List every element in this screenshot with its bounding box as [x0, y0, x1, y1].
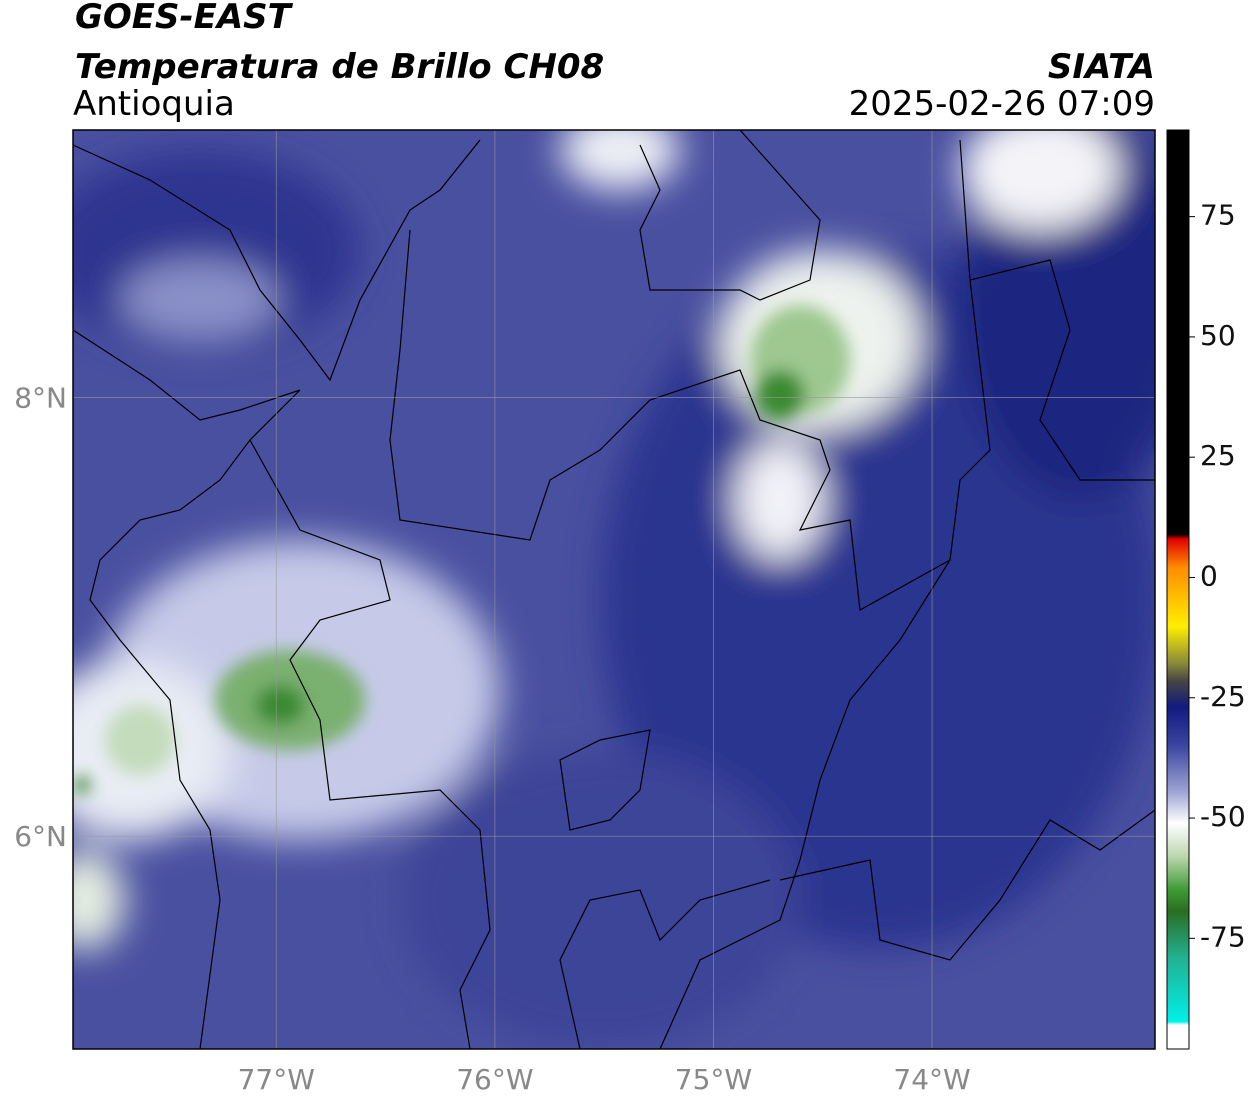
x-tick-label: 74°W [893, 1063, 970, 1096]
subtitle: Temperatura de Brillo CH08 [75, 47, 604, 87]
coastline [73, 329, 301, 1049]
municipality-border [559, 729, 651, 831]
y-tick-label: 6°N [14, 820, 67, 853]
map-image [73, 130, 1155, 1049]
department-border [779, 809, 1155, 961]
colorbar-tick-label: 25 [1200, 439, 1236, 472]
colorbar-tick-label: 75 [1200, 199, 1236, 232]
cold-cloud-tops [74, 305, 850, 793]
y-tick-label: 8°N [14, 382, 67, 415]
grid [73, 130, 1155, 1049]
x-tick-label: 75°W [675, 1063, 752, 1096]
colorbar-tick-label: -50 [1200, 800, 1246, 833]
colorbar-tick-label: 50 [1200, 319, 1236, 352]
department-border [559, 879, 771, 1049]
region: Antioquia [73, 84, 235, 124]
coastline [73, 139, 481, 382]
colorbar [1166, 129, 1190, 1050]
title: GOES-EAST [75, 0, 294, 37]
colorbar-tick-label: -25 [1200, 680, 1246, 713]
datetime: 2025-02-26 07:09 [849, 84, 1155, 124]
map-frame [72, 129, 1156, 1050]
x-tick-label: 76°W [456, 1063, 533, 1096]
department-border [639, 130, 821, 301]
department-border [389, 139, 991, 611]
source: SIATA [1048, 47, 1155, 87]
international-border [969, 259, 1155, 481]
department-border [249, 439, 491, 1049]
colorbar-tick-label: 0 [1200, 559, 1218, 592]
colorbar-tick-label: -75 [1200, 920, 1246, 953]
x-tick-label: 77°W [238, 1063, 315, 1096]
